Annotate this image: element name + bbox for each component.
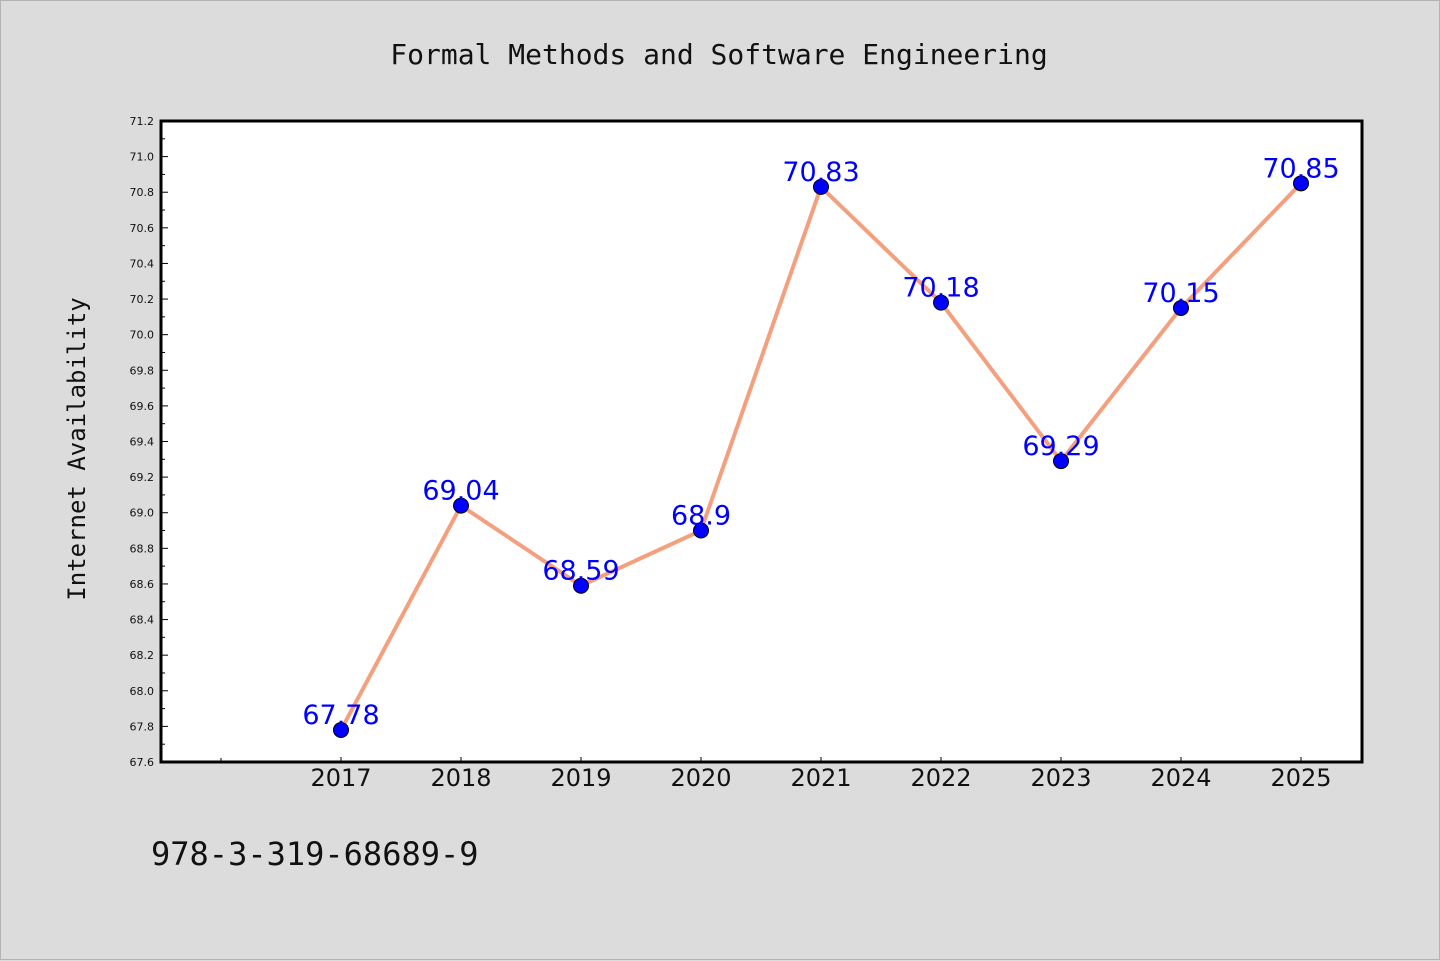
data-label: 70.83 — [782, 157, 859, 188]
data-point-marker — [933, 294, 949, 311]
y-tick-label: 69.4 — [130, 436, 155, 449]
data-label: 69.29 — [1022, 431, 1099, 462]
data-point-marker — [1173, 299, 1189, 316]
y-tick-label: 70.6 — [130, 222, 155, 235]
data-point-marker — [1053, 453, 1069, 470]
x-tick-label: 2023 — [1030, 764, 1091, 792]
y-tick-label: 69.8 — [130, 364, 155, 377]
x-tick-label: 2025 — [1270, 764, 1331, 792]
y-tick-label: 70.2 — [130, 293, 155, 306]
series-layer: 67.78 69.04 68.59 68.9 70.83 70.18 69.29 70.15 7… — [302, 153, 1340, 738]
x-tick-label: 2019 — [550, 764, 611, 792]
y-tick-label: 70.4 — [130, 257, 155, 270]
data-point-marker — [573, 577, 589, 594]
y-tick-label: 68.0 — [130, 685, 155, 698]
y-tick-label: 69.2 — [130, 471, 155, 484]
y-tick-label: 71.2 — [130, 115, 155, 128]
x-tick-label: 2024 — [1150, 764, 1211, 792]
caption-isbn: 978-3-319-68689-9 — [151, 835, 479, 873]
y-axis-label: Internet Availability — [63, 297, 91, 600]
plot-area — [159, 119, 1364, 764]
y-axis-ticks: 67.6 67.8 68.0 68.2 68.4 68.6 68.8 69.0 69.2 69.4… — [130, 115, 168, 769]
x-tick-label: 2018 — [430, 764, 491, 792]
data-label: 69.04 — [422, 476, 499, 507]
y-tick-label: 71.0 — [130, 151, 155, 164]
y-tick-label: 68.4 — [130, 614, 155, 627]
data-label: 67.78 — [302, 700, 379, 731]
data-label: 68.9 — [671, 501, 731, 532]
x-tick-label: 2021 — [790, 764, 851, 792]
y-tick-label: 68.8 — [130, 542, 155, 555]
x-tick-label: 2020 — [670, 764, 731, 792]
data-point-marker — [693, 522, 709, 539]
y-tick-label: 67.6 — [130, 756, 155, 769]
data-point-marker — [453, 497, 469, 514]
x-tick-label: 2022 — [910, 764, 971, 792]
chart-title: Formal Methods and Software Engineering — [390, 38, 1047, 71]
y-tick-label: 69.6 — [130, 400, 155, 413]
data-label: 70.18 — [902, 273, 979, 304]
y-tick-label: 68.6 — [130, 578, 155, 591]
y-tick-label: 70.8 — [130, 186, 155, 199]
data-point-marker — [813, 178, 829, 195]
x-axis-ticks: 2017 2018 2019 2020 2021 2022 2023 2024 2025 — [220, 757, 1332, 792]
data-point-marker — [333, 721, 349, 738]
y-tick-label: 67.8 — [130, 720, 155, 733]
data-point-marker — [1293, 175, 1309, 192]
data-label: 70.85 — [1262, 153, 1339, 184]
y-tick-label: 69.0 — [130, 507, 155, 520]
y-tick-label: 68.2 — [130, 649, 155, 662]
data-label: 70.15 — [1142, 278, 1219, 309]
data-label: 68.59 — [542, 556, 619, 587]
x-tick-label: 2017 — [310, 764, 371, 792]
y-tick-label: 70.0 — [130, 329, 155, 342]
